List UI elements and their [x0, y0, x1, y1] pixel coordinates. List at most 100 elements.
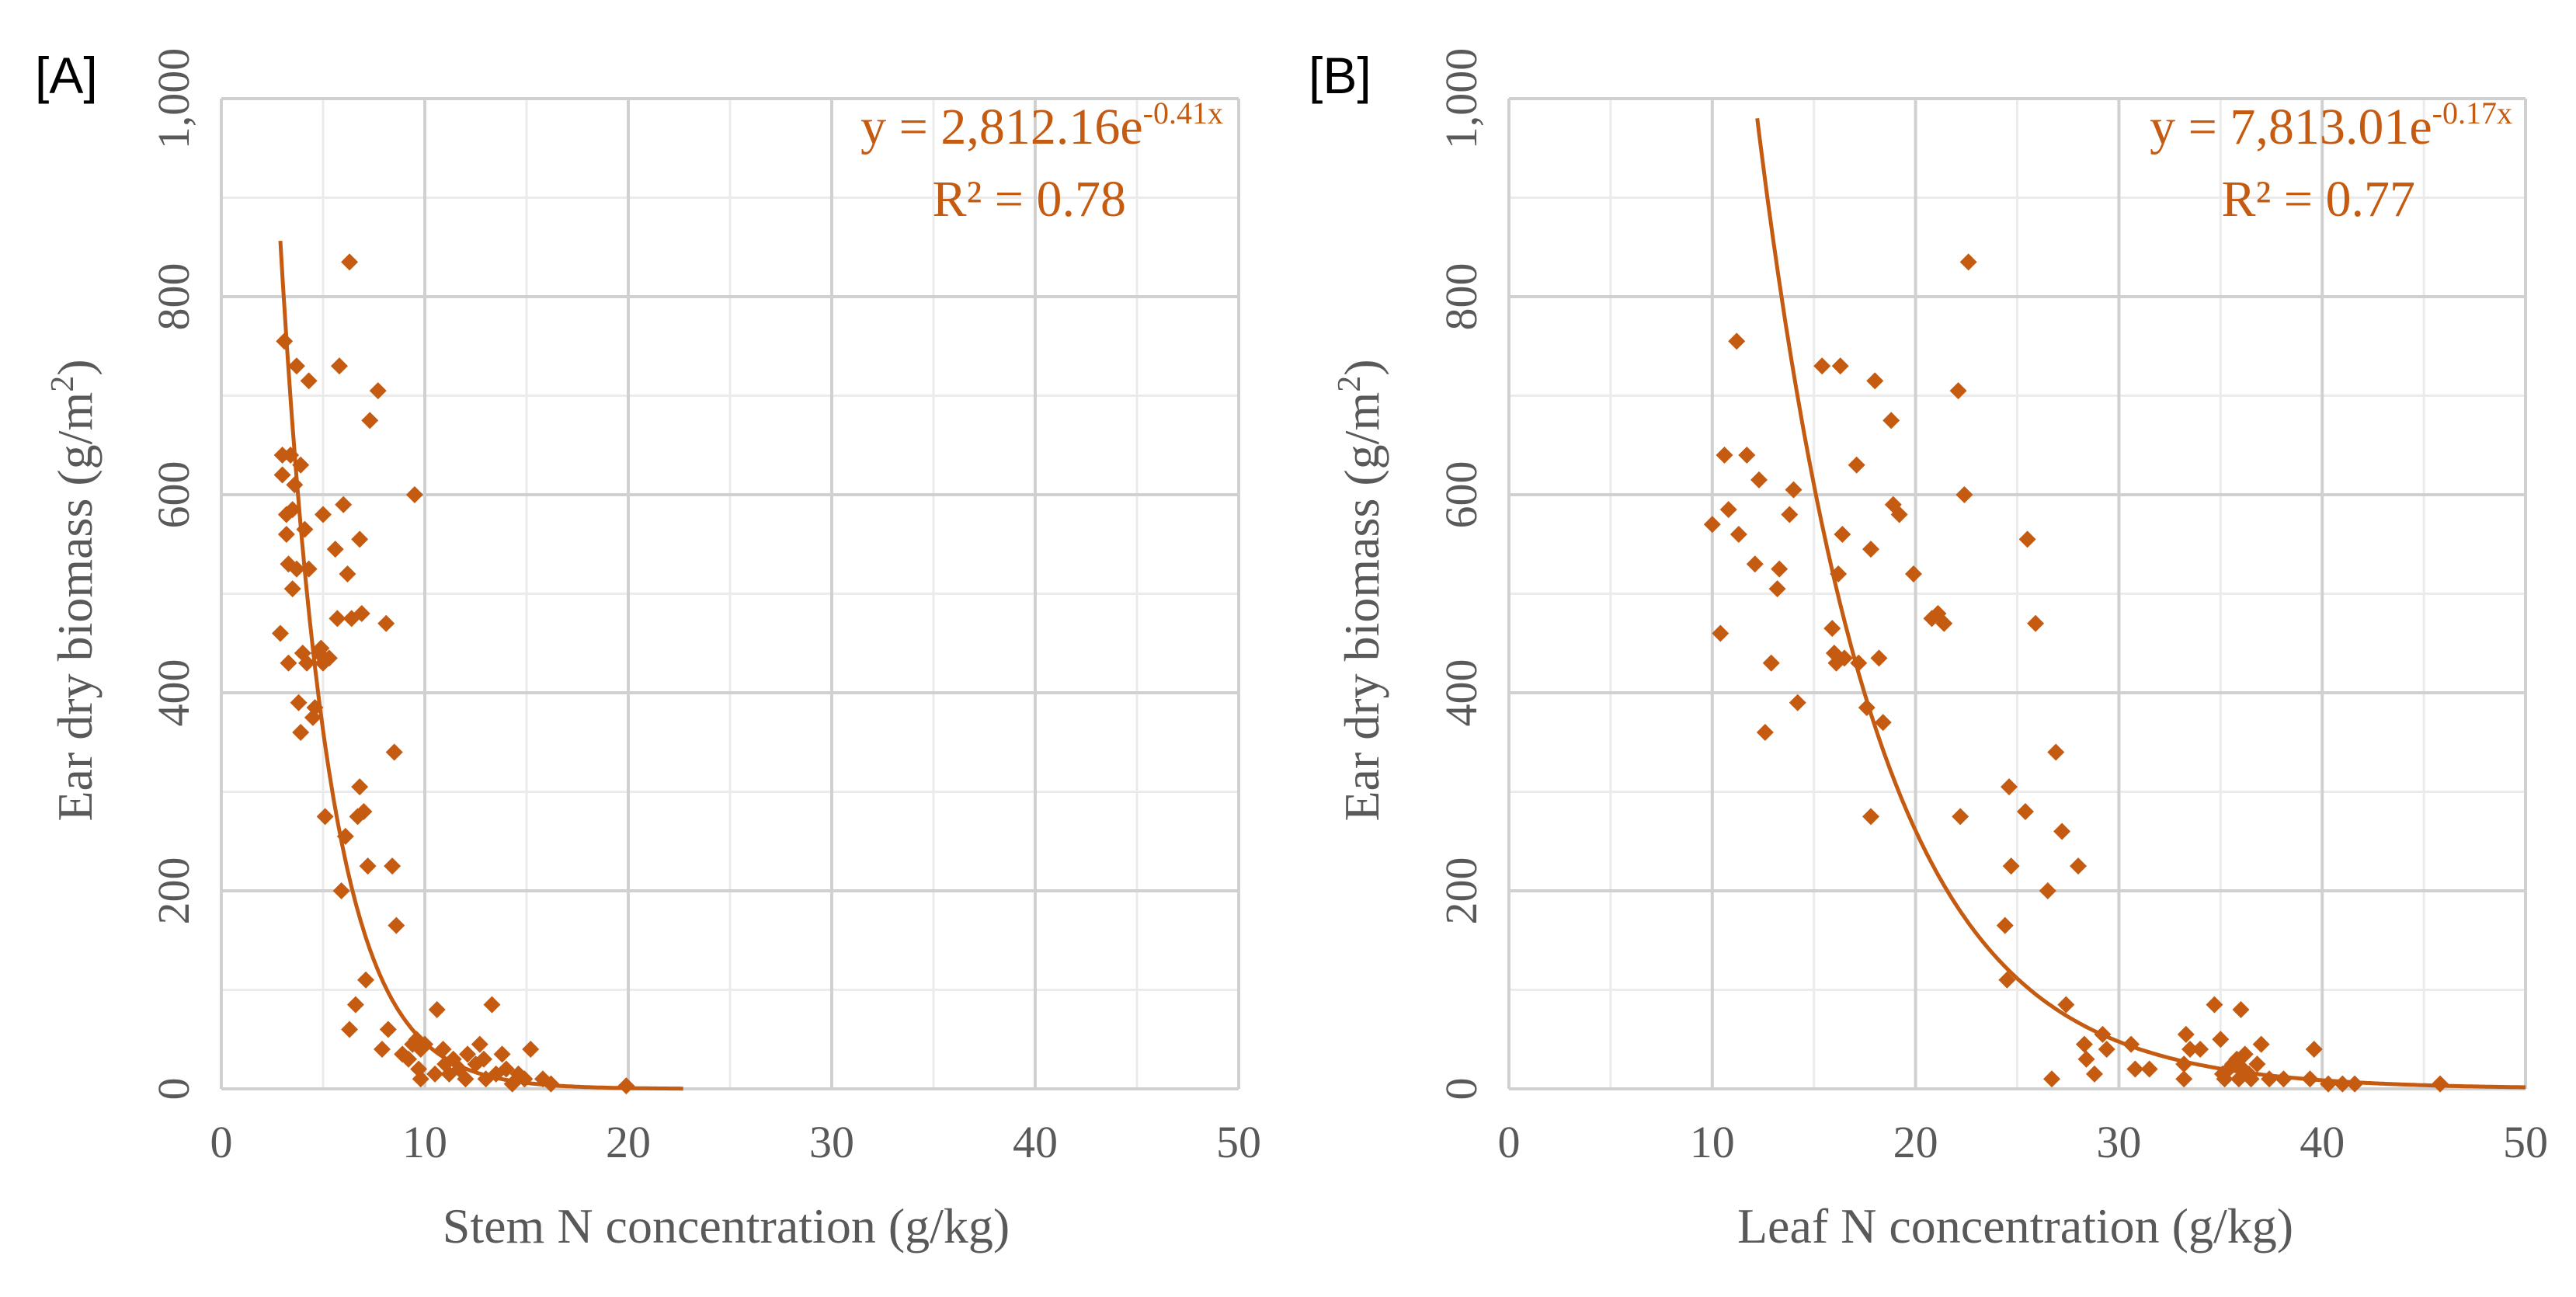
minor-gridlines-b	[1509, 99, 2526, 1089]
data-point	[2002, 857, 2020, 875]
data-point	[1862, 808, 1880, 826]
data-point	[355, 803, 373, 820]
data-point	[2057, 996, 2075, 1014]
data-point	[2192, 1041, 2209, 1058]
x-tick-label: 20	[1893, 1117, 1938, 1167]
data-point	[516, 1070, 534, 1088]
data-point	[341, 253, 359, 271]
data-point	[2075, 1035, 2093, 1053]
data-point	[459, 1045, 477, 1063]
data-point	[2077, 1050, 2095, 1068]
y-tick-label: 0	[1436, 1078, 1486, 1101]
x-tick-label: 30	[809, 1117, 854, 1167]
data-point	[2047, 743, 2065, 761]
data-point	[1712, 624, 1730, 642]
data-point	[271, 624, 289, 642]
data-point	[2018, 530, 2036, 548]
data-point	[2070, 857, 2088, 875]
y-tick-label: 600	[148, 461, 199, 529]
data-point	[1762, 654, 1780, 672]
data-point	[428, 1001, 446, 1018]
panel-label-a: [A]	[35, 47, 98, 104]
y-tick-label: 200	[1436, 857, 1486, 925]
minor-gridlines-a	[221, 99, 1239, 1089]
data-point	[1789, 694, 1806, 711]
data-point	[1823, 620, 1841, 638]
data-point	[1882, 412, 1900, 429]
data-point	[276, 332, 294, 350]
trend-equation-b: y = 7,813.01e-0.17x	[2150, 96, 2512, 155]
data-point	[373, 1041, 391, 1058]
data-point	[1949, 382, 1967, 400]
x-tick-label: 50	[1216, 1117, 1261, 1167]
data-point	[2098, 1041, 2115, 1058]
data-point	[1830, 565, 1848, 582]
data-point	[273, 466, 291, 484]
data-point	[1738, 447, 1756, 464]
data-point	[287, 560, 305, 578]
data-point	[2301, 1070, 2319, 1088]
data-point	[1785, 481, 1803, 499]
data-point	[1756, 724, 1774, 741]
data-point	[1813, 357, 1831, 375]
data-point	[2122, 1035, 2140, 1053]
data-point	[290, 694, 308, 711]
data-point	[388, 916, 405, 934]
y-tick-label: 0	[148, 1078, 199, 1101]
x-tick-labels-b: 0 10 20 30 40 50	[1498, 1117, 2549, 1167]
data-point	[1746, 555, 1764, 573]
data-points-b	[1703, 253, 2449, 1093]
data-point	[1771, 560, 1789, 578]
data-point	[2053, 822, 2071, 840]
data-point	[475, 1050, 492, 1068]
data-point	[2094, 1025, 2112, 1043]
data-point	[2305, 1041, 2323, 1058]
data-point	[1955, 486, 1973, 503]
data-point	[1935, 614, 1953, 632]
data-point	[483, 996, 501, 1014]
data-point	[2043, 1070, 2061, 1088]
data-point	[282, 447, 300, 464]
data-point	[296, 520, 314, 538]
data-point	[426, 1065, 444, 1083]
data-point	[412, 1070, 429, 1088]
data-point	[2232, 1001, 2250, 1018]
data-point	[1996, 916, 2014, 934]
y-tick-label: 1,000	[148, 48, 199, 150]
y-axis-title-b: Ear dry biomass (g/m2)	[1332, 359, 1389, 821]
data-point	[2252, 1035, 2270, 1053]
data-point	[1866, 372, 1884, 390]
data-point	[2001, 778, 2018, 796]
data-point	[2248, 1055, 2266, 1073]
data-point	[457, 1070, 475, 1088]
data-point	[1834, 526, 1851, 543]
data-point	[2212, 1031, 2230, 1048]
data-point	[493, 1045, 511, 1063]
x-tick-label: 10	[1690, 1117, 1735, 1167]
x-tick-label: 30	[2096, 1117, 2141, 1167]
data-point	[1862, 541, 1880, 558]
data-point	[1716, 447, 1733, 464]
data-point	[292, 724, 310, 741]
data-point	[277, 526, 295, 543]
data-point	[341, 1021, 359, 1038]
data-point	[1703, 516, 1721, 534]
data-point	[2432, 1075, 2449, 1093]
data-point	[1831, 357, 1849, 375]
data-point	[287, 357, 305, 375]
data-point	[351, 778, 369, 796]
data-point	[1719, 501, 1737, 519]
data-point	[2140, 1060, 2158, 1078]
y-tick-labels-a: 0 200 400 600 800 1,000	[148, 48, 199, 1101]
y-tick-label: 200	[148, 857, 199, 925]
data-point	[1998, 971, 2016, 989]
data-point	[283, 580, 301, 598]
data-point	[2261, 1070, 2279, 1088]
data-point	[379, 1021, 397, 1038]
data-point	[617, 1077, 635, 1095]
data-point	[329, 610, 346, 628]
data-point	[1781, 506, 1799, 523]
data-point	[326, 541, 344, 558]
data-point	[1874, 714, 1892, 732]
data-point	[497, 1060, 515, 1078]
